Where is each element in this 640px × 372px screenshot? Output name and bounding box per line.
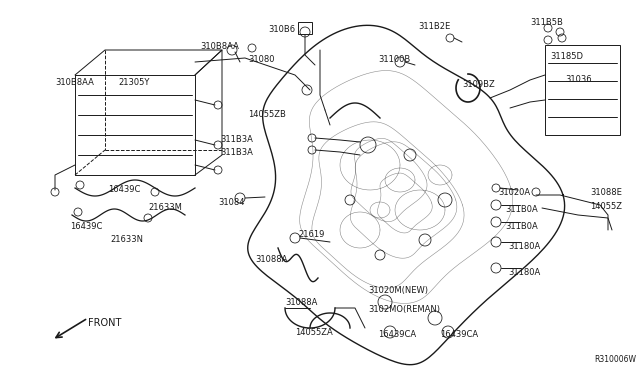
Text: 16439CA: 16439CA (440, 330, 478, 339)
Text: 21305Y: 21305Y (118, 78, 149, 87)
Text: 21633M: 21633M (148, 203, 182, 212)
Text: R310006W: R310006W (594, 355, 636, 364)
Text: FRONT: FRONT (88, 318, 122, 328)
Text: 31084: 31084 (218, 198, 244, 207)
Text: 21633N: 21633N (110, 235, 143, 244)
Text: 310B8AA: 310B8AA (200, 42, 239, 51)
Text: 31180A: 31180A (508, 268, 540, 277)
Text: 16439CA: 16439CA (378, 330, 416, 339)
Text: 21619: 21619 (298, 230, 324, 239)
Text: 31020M(NEW): 31020M(NEW) (368, 286, 428, 295)
Text: 31185D: 31185D (550, 52, 583, 61)
Text: 311B3A: 311B3A (220, 135, 253, 144)
Text: 16439C: 16439C (108, 185, 140, 194)
Text: 31088A: 31088A (285, 298, 317, 307)
Text: 310B6: 310B6 (268, 25, 295, 34)
Text: 31088E: 31088E (590, 188, 622, 197)
Bar (545, 45, 620, 135)
Text: 16439C: 16439C (70, 222, 102, 231)
Text: 3109BZ: 3109BZ (462, 80, 495, 89)
Text: 311B2E: 311B2E (418, 22, 451, 31)
Text: 3102MO(REMAN): 3102MO(REMAN) (368, 305, 440, 314)
Text: 31080: 31080 (248, 55, 275, 64)
Text: 311B5B: 311B5B (530, 18, 563, 27)
Text: 31100B: 31100B (378, 55, 410, 64)
Text: 310B8AA: 310B8AA (55, 78, 94, 87)
Text: 31036: 31036 (565, 75, 591, 84)
Text: 31180A: 31180A (508, 242, 540, 251)
Text: 31020A: 31020A (498, 188, 530, 197)
Text: 14055Z: 14055Z (590, 202, 622, 211)
Text: 14055ZB: 14055ZB (248, 110, 286, 119)
Bar (298, 22, 312, 34)
Text: 14055ZA: 14055ZA (295, 328, 333, 337)
Text: 31088A: 31088A (255, 255, 287, 264)
Text: 311B0A: 311B0A (505, 222, 538, 231)
Text: 311B3A: 311B3A (220, 148, 253, 157)
Text: 311B0A: 311B0A (505, 205, 538, 214)
